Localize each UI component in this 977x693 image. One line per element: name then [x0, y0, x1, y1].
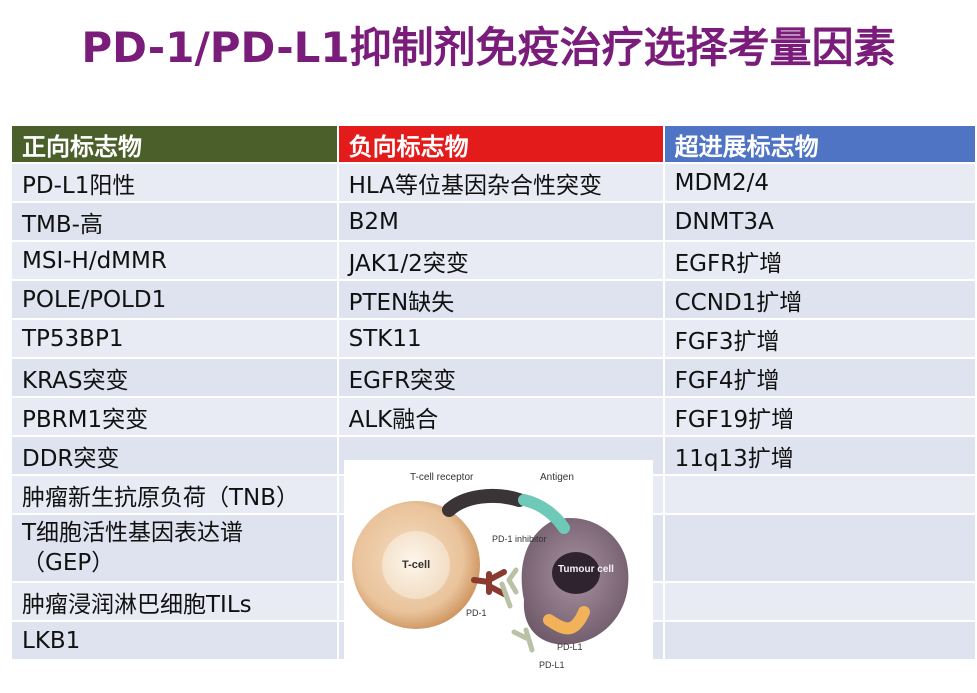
table-row: KRAS突变 EGFR突变 FGF4扩增: [12, 359, 975, 396]
label-pd1-inhibitor: PD-1 inhibitor: [492, 534, 547, 544]
positive-marker-cell: 肿瘤新生抗原负荷（TNB）: [12, 476, 337, 513]
table-row: TP53BP1 STK11 FGF3扩增: [12, 320, 975, 357]
label-pdl1-b: PD-L1: [539, 660, 565, 670]
positive-marker-cell: 肿瘤浸润淋巴细胞TILs: [12, 583, 337, 620]
label-tumour-cell: Tumour cell: [558, 564, 614, 575]
positive-marker-cell: KRAS突变: [12, 359, 337, 396]
table-row: TMB-高 B2M DNMT3A: [12, 203, 975, 240]
hyperprogression-marker-cell: FGF4扩增: [664, 359, 975, 396]
hyperprogression-marker-cell: [664, 515, 975, 581]
positive-marker-cell: T细胞活性基因表达谱 （GEP）: [12, 515, 337, 581]
hyperprogression-marker-cell: [664, 622, 975, 659]
label-antigen: Antigen: [540, 472, 574, 483]
pdl1-inhibitor-shape: [511, 627, 535, 653]
table-row: PBRM1突变 ALK融合 FGF19扩增: [12, 398, 975, 435]
hyperprogression-marker-cell: FGF19扩增: [664, 398, 975, 435]
label-tcell-receptor: T-cell receptor: [410, 472, 474, 483]
negative-marker-cell: PTEN缺失: [338, 281, 663, 318]
pdl1-shape: [543, 606, 590, 635]
tumour-nucleus: [552, 552, 600, 594]
markers-table: 正向标志物 负向标志物 超进展标志物 PD-L1阳性 HLA等位基因杂合性突变 MD…: [10, 124, 977, 661]
positive-marker-cell: POLE/POLD1: [12, 281, 337, 318]
positive-marker-cell: TMB-高: [12, 203, 337, 240]
hyperprogression-marker-cell: MDM2/4: [664, 164, 975, 201]
hyperprogression-marker-cell: [664, 476, 975, 513]
negative-marker-cell: HLA等位基因杂合性突变: [338, 164, 663, 201]
positive-marker-cell: MSI-H/dMMR: [12, 242, 337, 279]
positive-marker-cell: PD-L1阳性: [12, 164, 337, 201]
inhibitor-shape: [499, 567, 519, 609]
header-hyperprogression-markers: 超进展标志物: [664, 126, 975, 162]
negative-marker-cell: B2M: [338, 203, 663, 240]
pd1-mechanism-illustration: T-cell receptor Antigen PD-1 inhibitor T…: [344, 460, 653, 674]
table-row: 肿瘤浸润淋巴细胞TILs: [12, 583, 975, 620]
hyperprogression-marker-cell: FGF3扩增: [664, 320, 975, 357]
antigen-shape: [518, 494, 570, 534]
pd1-mechanism-diagram: T-cell receptor Antigen PD-1 inhibitor T…: [344, 460, 653, 674]
negative-marker-cell: ALK融合: [338, 398, 663, 435]
header-positive-markers: 正向标志物: [12, 126, 337, 162]
hyperprogression-marker-cell: 11q13扩增: [664, 437, 975, 474]
hyperprogression-marker-cell: CCND1扩增: [664, 281, 975, 318]
positive-marker-cell: TP53BP1: [12, 320, 337, 357]
pd1-shape: [471, 569, 507, 597]
negative-marker-cell: JAK1/2突变: [338, 242, 663, 279]
hyperprogression-marker-cell: [664, 583, 975, 620]
page-title: PD-1/PD-L1抑制剂免疫治疗选择考量因素: [81, 23, 896, 72]
positive-marker-cell: DDR突变: [12, 437, 337, 474]
negative-marker-cell: EGFR突变: [338, 359, 663, 396]
table-header-row: 正向标志物 负向标志物 超进展标志物: [12, 126, 975, 162]
header-negative-markers: 负向标志物: [338, 126, 663, 162]
negative-marker-cell: STK11: [338, 320, 663, 357]
tcr-shape: [442, 488, 526, 517]
positive-marker-cell: PBRM1突变: [12, 398, 337, 435]
label-pd1: PD-1: [466, 608, 487, 618]
label-tcell: T-cell: [402, 559, 430, 571]
t-cell-nucleus: [382, 531, 450, 599]
table-row: POLE/POLD1 PTEN缺失 CCND1扩增: [12, 281, 975, 318]
label-pdl1-a: PD-L1: [557, 642, 583, 652]
hyperprogression-marker-cell: EGFR扩增: [664, 242, 975, 279]
table-row: PD-L1阳性 HLA等位基因杂合性突变 MDM2/4: [12, 164, 975, 201]
table-row: MSI-H/dMMR JAK1/2突变 EGFR扩增: [12, 242, 975, 279]
positive-marker-cell: LKB1: [12, 622, 337, 659]
hyperprogression-marker-cell: DNMT3A: [664, 203, 975, 240]
